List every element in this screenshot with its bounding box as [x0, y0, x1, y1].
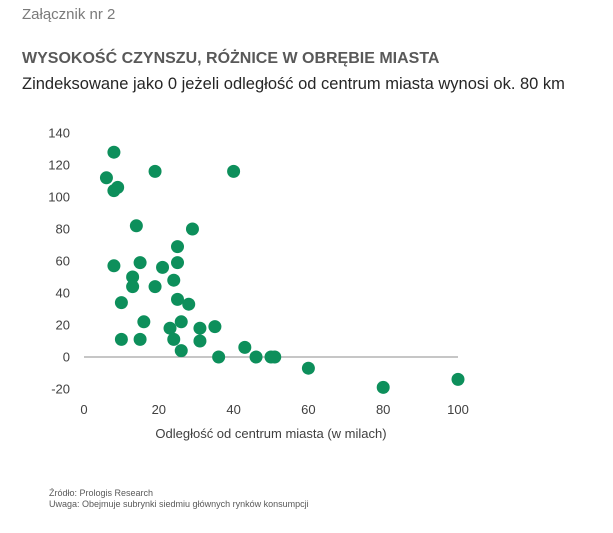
data-point: [193, 334, 207, 348]
data-point: [171, 256, 184, 270]
x-tick-label: 40: [226, 402, 240, 417]
data-point: [174, 344, 188, 358]
data-point: [174, 315, 188, 329]
data-point: [163, 321, 177, 335]
x-tick-label: 100: [447, 402, 469, 417]
data-point: [137, 315, 151, 329]
data-point: [107, 145, 121, 159]
data-point: [114, 296, 128, 310]
data-point: [167, 273, 181, 287]
x-tick-label: 0: [80, 402, 87, 417]
x-tick-label: 20: [152, 402, 166, 417]
source-note: Źródło: Prologis Research: [49, 488, 154, 498]
data-point: [301, 361, 315, 375]
data-point: [107, 259, 121, 273]
data-point: [133, 256, 147, 270]
x-tick-label: 80: [376, 402, 390, 417]
data-point: [99, 171, 113, 185]
data-point: [227, 164, 241, 178]
data-point: [171, 240, 184, 254]
data-point: [376, 380, 390, 394]
y-tick-label: 80: [56, 222, 70, 237]
data-point: [182, 297, 196, 311]
footer: Źródło: Prologis Research Uwaga: Obejmuj…: [49, 488, 309, 510]
data-point: [148, 164, 162, 178]
data-point: [156, 260, 170, 274]
data-point: [451, 372, 465, 386]
data-point: [148, 280, 162, 294]
y-tick-label: 0: [63, 350, 70, 365]
chart-title: WYSOKOŚĆ CZYNSZU, RÓŻNICE W OBRĘBIE MIAS…: [22, 50, 440, 67]
data-point: [111, 180, 125, 194]
remark-note: Uwaga: Obejmuje subrynki siedmiu głównyc…: [49, 499, 309, 509]
x-axis-title: Odległość od centrum miasta (w milach): [155, 426, 386, 441]
data-point: [167, 332, 181, 346]
data-point: [129, 219, 143, 233]
data-point: [212, 350, 226, 364]
data-point: [114, 332, 128, 346]
data-point: [249, 350, 263, 364]
data-points: [99, 145, 465, 394]
data-point: [133, 332, 147, 346]
chart-subtitle: Zindeksowane jako 0 jeżeli odległość od …: [22, 75, 565, 93]
y-tick-label: 100: [48, 190, 70, 205]
data-point: [171, 292, 184, 306]
data-point: [238, 340, 252, 354]
x-tick-labels: 0 20 40 60 80 100: [80, 402, 468, 417]
data-point: [193, 321, 207, 335]
y-tick-labels: -20 0 20 40 60 80 100 120 140: [48, 126, 70, 397]
x-tick-label: 60: [301, 402, 315, 417]
data-point: [126, 280, 140, 294]
y-tick-label: 20: [56, 318, 70, 333]
y-tick-label: 60: [56, 254, 70, 269]
y-tick-label: 120: [48, 158, 70, 173]
data-point: [208, 320, 222, 334]
annex-label: Załącznik nr 2: [22, 6, 116, 23]
y-tick-label: 40: [56, 286, 70, 301]
y-tick-label: -20: [51, 382, 70, 397]
y-tick-label: 140: [48, 126, 70, 141]
data-point: [268, 350, 282, 364]
data-point: [185, 222, 199, 236]
data-point: [126, 270, 140, 284]
